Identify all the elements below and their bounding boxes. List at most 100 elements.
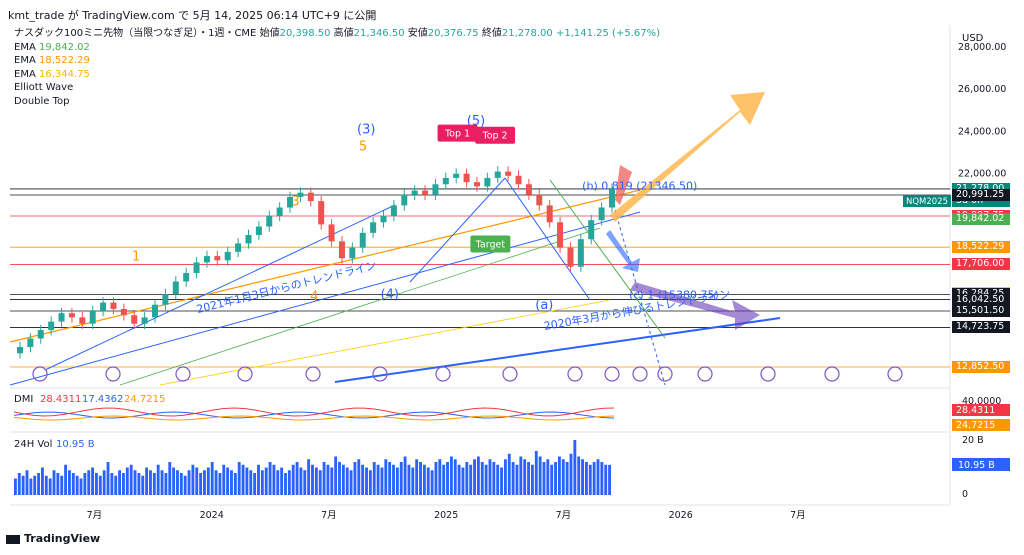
volume-bar	[538, 456, 542, 495]
volume-bar	[554, 462, 557, 495]
elliott-wave-row[interactable]: Elliott Wave	[14, 82, 74, 93]
volume-bar	[168, 462, 172, 495]
currency-label[interactable]: USD	[962, 33, 984, 44]
candle-body	[422, 190, 429, 195]
candle-body	[609, 188, 615, 208]
price-axis-label: 15,501.50	[952, 305, 1010, 317]
projection-arrows	[32, 92, 903, 382]
volume-bar	[118, 470, 122, 495]
volume-bar	[368, 470, 372, 495]
candle-body	[432, 184, 439, 195]
candles	[17, 166, 615, 359]
cycle-marker-icon	[887, 366, 903, 382]
price-tick: 26,000.00	[958, 84, 1006, 95]
volume-bar	[29, 478, 33, 495]
volume-bar	[176, 470, 179, 495]
candle-body	[68, 313, 75, 318]
volume-bar	[581, 459, 584, 495]
candle-body	[287, 196, 294, 208]
dmi-value-3: 24.7215	[124, 394, 165, 405]
volume-bar	[253, 473, 257, 495]
candle-body	[172, 281, 179, 295]
candle-body	[390, 205, 397, 216]
candle-body	[536, 194, 543, 206]
candle-body	[380, 215, 387, 223]
candle-body	[37, 330, 44, 339]
volume-bar	[226, 467, 230, 495]
dmi-value-2: 17.4362	[82, 394, 123, 405]
trendline-2021	[9, 211, 641, 386]
ema-label: EMA	[14, 41, 36, 53]
volume-bar	[353, 462, 357, 495]
ema-row-1[interactable]: EMA 19,842.02	[14, 41, 660, 55]
volume-bar	[376, 464, 380, 495]
ema-row-3[interactable]: EMA 16,344.75	[14, 68, 660, 82]
candle-body	[89, 311, 96, 324]
candle-body	[48, 321, 55, 331]
candle-body	[266, 215, 273, 227]
price-axis-label: 12,852.50	[952, 360, 1010, 373]
volume-bar	[484, 464, 488, 495]
volume-bar	[183, 475, 187, 495]
volume-bar	[399, 462, 403, 495]
candle-body	[473, 182, 480, 187]
volume-bar	[349, 470, 353, 495]
volume-bar	[122, 473, 125, 495]
dmi-axis-label: 28.4311	[956, 405, 995, 416]
volume-bar	[422, 464, 426, 495]
candle-body	[162, 294, 169, 305]
ema-row-2[interactable]: EMA 18,522.29	[14, 54, 660, 68]
tradingview-logo[interactable]: TradingView	[6, 532, 100, 545]
volume-bar	[137, 473, 141, 495]
candle-body	[598, 207, 605, 221]
candle-body	[453, 173, 460, 178]
double-top-row[interactable]: Double Top	[14, 95, 70, 107]
candle-body	[141, 317, 148, 324]
volume-bar	[87, 470, 91, 495]
time-tick: 2025	[434, 510, 458, 521]
wave-label: (3)	[357, 123, 375, 138]
volume-bar	[426, 467, 430, 495]
cycle-marker-icon	[32, 366, 48, 382]
cycle-marker-icon	[237, 366, 253, 382]
volume-bar	[98, 475, 102, 495]
projection-arrow-down	[630, 282, 760, 330]
ema-line	[119, 227, 601, 386]
cycle-marker-icon	[567, 366, 583, 382]
volume-bar	[17, 473, 21, 495]
volume-bar	[411, 467, 415, 495]
volume-bar	[44, 475, 48, 495]
candle-body	[546, 205, 553, 223]
projection-arrow-up	[610, 92, 765, 222]
symbol-name: ナスダック100ミニ先物（当限つなぎ足）・1週・CME	[14, 28, 257, 39]
volume-bar	[438, 459, 442, 495]
dmi-axis-label: 24.7215	[956, 420, 995, 431]
volume-bar	[588, 464, 592, 495]
cycle-marker-icon	[502, 366, 518, 382]
symbol-row: ナスダック100ミニ先物（当限つなぎ足）・1週・CME 始値20,398.50 …	[14, 27, 660, 41]
volume-bar	[230, 470, 233, 495]
dmi-axis-label-box	[952, 404, 1010, 416]
volume-bar	[233, 473, 237, 495]
volume-bar	[419, 462, 422, 495]
candle-body	[203, 256, 210, 263]
wave-label: 5	[359, 139, 367, 154]
time-tick: 7月	[321, 510, 337, 521]
candle-body	[567, 247, 574, 267]
volume-bar	[241, 464, 245, 495]
cycle-marker-icon	[657, 366, 673, 382]
price-tick: 22,000.00	[958, 169, 1006, 180]
candle-body	[224, 251, 231, 261]
volume-bar	[334, 456, 338, 495]
time-tick: 7月	[556, 510, 572, 521]
candle-body	[370, 222, 377, 233]
open-label: 始値	[259, 28, 280, 39]
volume-bar	[388, 462, 392, 495]
cycle-marker-icon	[372, 366, 388, 382]
volume-bar	[14, 478, 17, 495]
low-value: 20,376.75	[427, 28, 479, 39]
ema-label: EMA	[14, 68, 36, 80]
candle-body	[515, 175, 522, 185]
trendline-2020	[334, 317, 781, 383]
